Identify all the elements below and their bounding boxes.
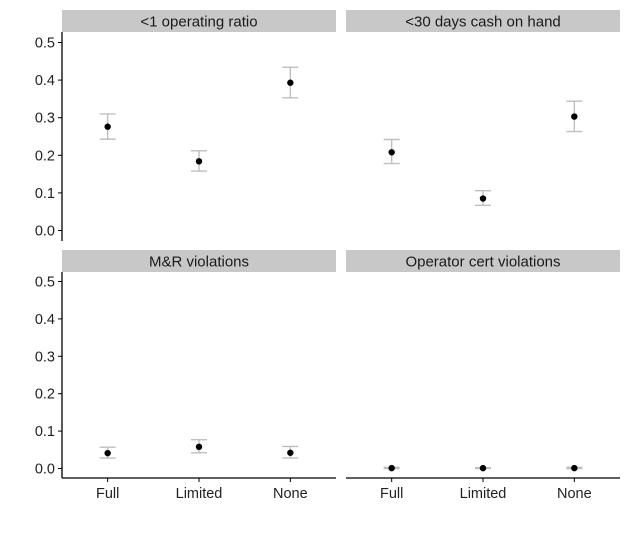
x-tick-label: Limited: [460, 486, 507, 502]
data-point: [195, 158, 203, 165]
y-tick-label: 0.2: [35, 148, 55, 164]
y-tick-label: 0.2: [35, 387, 55, 403]
facet-strip: [62, 250, 336, 272]
facet-strip: [62, 10, 336, 32]
y-tick-label: 0.1: [35, 186, 55, 202]
facet-title: <30 days cash on hand: [405, 14, 561, 31]
x-tick-label: Limited: [176, 486, 223, 502]
x-tick-label: Full: [96, 486, 119, 502]
x-tick-label: Full: [380, 486, 403, 502]
y-tick-label: 0.0: [35, 224, 55, 240]
facet-strip: [346, 10, 620, 32]
facet-title: M&R violations: [149, 254, 249, 271]
y-tick-label: 0.5: [35, 36, 55, 52]
data-point: [571, 113, 578, 120]
data-point: [195, 443, 203, 451]
data-point: [479, 464, 487, 472]
data-point: [388, 464, 395, 472]
x-tick-label: None: [273, 486, 308, 502]
data-point: [287, 449, 294, 456]
facet-title: Operator cert violations: [405, 254, 560, 271]
y-tick-label: 0.1: [35, 424, 55, 440]
y-tick-label: 0.0: [35, 462, 55, 478]
data-point: [571, 464, 578, 472]
y-tick-label: 0.3: [35, 349, 55, 365]
facet-title: <1 operating ratio: [140, 14, 257, 31]
x-tick-label: None: [557, 486, 592, 502]
data-point: [388, 149, 395, 156]
data-point: [104, 123, 111, 130]
y-tick-label: 0.3: [35, 111, 55, 127]
data-point: [287, 79, 294, 86]
data-point: [104, 449, 111, 457]
data-point: [479, 195, 487, 202]
y-tick-label: 0.4: [35, 312, 55, 328]
y-tick-label: 0.4: [35, 73, 55, 89]
facet-strip: [346, 250, 620, 272]
y-tick-label: 0.5: [35, 275, 55, 291]
